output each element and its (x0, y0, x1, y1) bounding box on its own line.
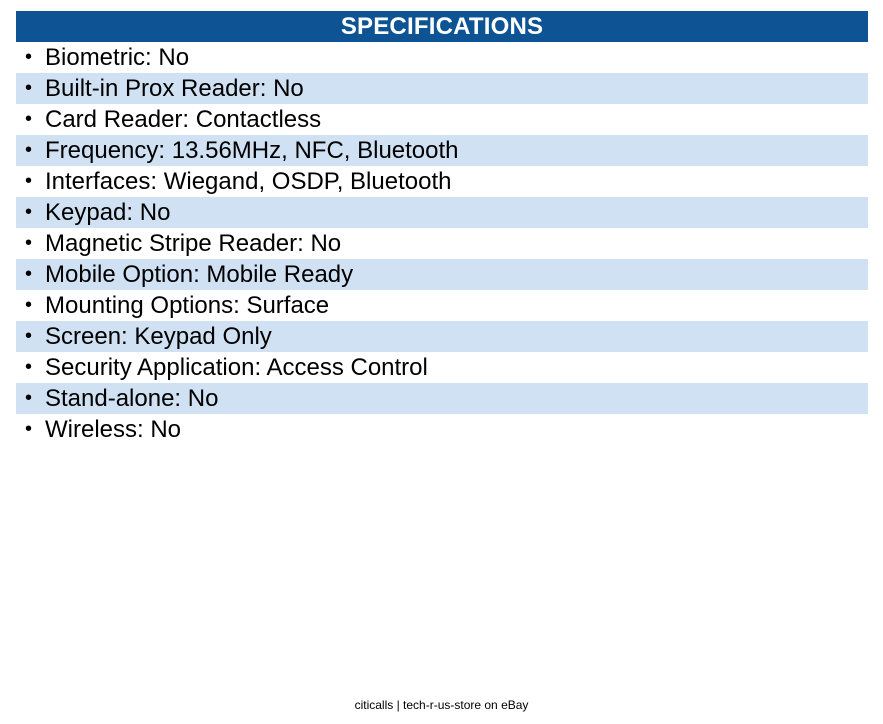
spec-item-text: Biometric: No (45, 43, 190, 71)
bullet-icon: • (25, 418, 33, 440)
specifications-header: SPECIFICATIONS (16, 11, 868, 42)
spec-item-text: Screen: Keypad Only (45, 322, 272, 350)
bullet-icon: • (25, 263, 33, 285)
spec-item-interfaces: • Interfaces: Wiegand, OSDP, Bluetooth (16, 166, 868, 197)
spec-item-mounting: • Mounting Options: Surface (16, 290, 868, 321)
spec-item-keypad: • Keypad: No (16, 197, 868, 228)
spec-item-text: Mobile Option: Mobile Ready (45, 260, 354, 288)
bullet-icon: • (25, 387, 33, 409)
spec-item-prox-reader: • Built-in Prox Reader: No (16, 73, 868, 104)
bullet-icon: • (25, 325, 33, 347)
bullet-icon: • (25, 294, 33, 316)
specifications-panel: SPECIFICATIONS • Biometric: No • Built-in … (16, 11, 868, 445)
spec-item-wireless: • Wireless: No (16, 414, 868, 445)
spec-item-text: Wireless: No (45, 415, 182, 443)
bullet-icon: • (25, 46, 33, 68)
spec-item-mobile-option: • Mobile Option: Mobile Ready (16, 259, 868, 290)
spec-item-security-application: • Security Application: Access Control (16, 352, 868, 383)
bullet-icon: • (25, 201, 33, 223)
bullet-icon: • (25, 356, 33, 378)
bullet-icon: • (25, 108, 33, 130)
specifications-list: • Biometric: No • Built-in Prox Reader: No… (16, 42, 868, 445)
spec-item-text: Magnetic Stripe Reader: No (45, 229, 342, 257)
spec-item-text: Keypad: No (45, 198, 171, 226)
bullet-icon: • (25, 232, 33, 254)
spec-item-text: Mounting Options: Surface (45, 291, 330, 319)
spec-item-biometric: • Biometric: No (16, 42, 868, 73)
bullet-icon: • (25, 170, 33, 192)
spec-item-card-reader: • Card Reader: Contactless (16, 104, 868, 135)
spec-item-screen: • Screen: Keypad Only (16, 321, 868, 352)
spec-item-text: Security Application: Access Control (45, 353, 428, 381)
spec-item-frequency: • Frequency: 13.56MHz, NFC, Bluetooth (16, 135, 868, 166)
spec-item-magnetic-stripe: • Magnetic Stripe Reader: No (16, 228, 868, 259)
bullet-icon: • (25, 77, 33, 99)
spec-item-text: Interfaces: Wiegand, OSDP, Bluetooth (45, 167, 452, 195)
spec-item-text: Card Reader: Contactless (45, 105, 322, 133)
spec-item-stand-alone: • Stand-alone: No (16, 383, 868, 414)
bullet-icon: • (25, 139, 33, 161)
spec-item-text: Stand-alone: No (45, 384, 219, 412)
spec-item-text: Built-in Prox Reader: No (45, 74, 304, 102)
spec-item-text: Frequency: 13.56MHz, NFC, Bluetooth (45, 136, 459, 164)
footer-text: citicalls | tech-r-us-store on eBay (354, 698, 529, 712)
